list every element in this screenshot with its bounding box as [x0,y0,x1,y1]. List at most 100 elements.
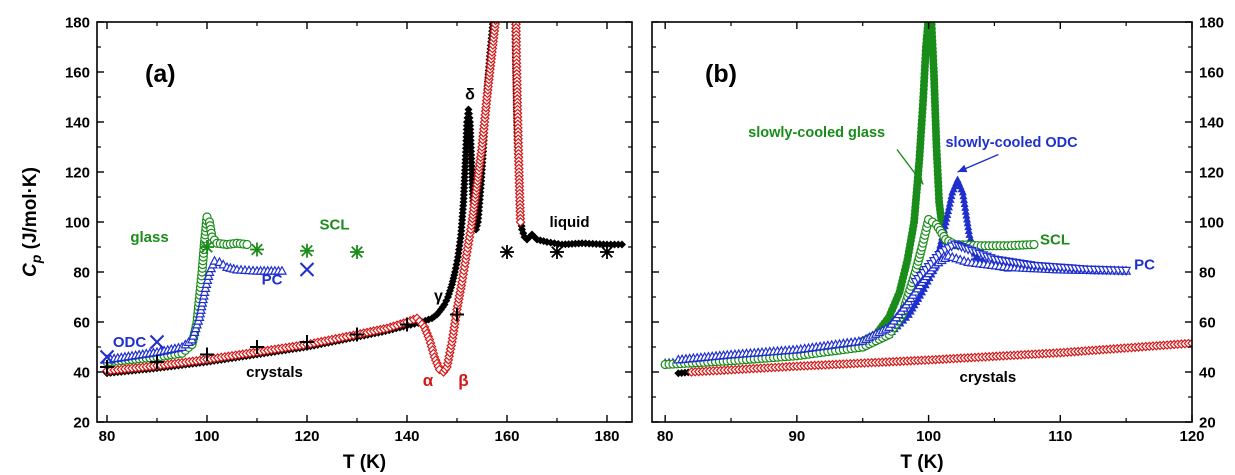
data-point [942,214,951,222]
annotation-label: crystals [959,369,1016,386]
annotation-label: SCL [320,217,350,234]
annotation-label: liquid [550,214,590,231]
data-point [276,265,288,275]
series-ref-crystal [100,307,464,374]
data-point [250,242,264,257]
y-tick-label-right: 180 [1199,15,1224,32]
y-tick-label-right: 160 [1199,65,1224,82]
data-point [941,218,950,226]
data-point [963,218,972,227]
x-tick-label: 110 [1048,428,1072,445]
data-point [350,245,364,259]
annotation-label: δ [465,87,475,104]
data-point [600,245,614,259]
annotation-label: γ [434,288,443,305]
data-point [1029,239,1039,250]
annotation-label: PC [262,272,283,289]
series-plastic-crystal-upper [910,240,1132,288]
plot-area [99,13,626,378]
annotation-label: glass [130,229,168,246]
y-tick-label-right: 140 [1199,115,1224,132]
y-tick-label-right: 80 [1199,265,1216,282]
x-axis: 80 100 120 140 160 180 [99,22,620,445]
annotation-label: crystals [246,364,303,381]
data-point [963,215,972,223]
data-point [960,199,969,207]
annotation-label: SCL [1040,232,1070,249]
x-axis-title: T (K) [900,452,943,473]
data-point [945,199,954,207]
panel-label: (b) [705,60,737,88]
y-axis: 20 40 60 80 100 120 140 160 180 [65,15,632,432]
data-point [936,240,945,248]
y-axis: 20 40 60 80 100 120 140 160 180 [652,15,1224,432]
data-point [550,245,564,259]
annotation-arrow [957,153,999,173]
data-point [300,335,314,349]
data-point [946,195,955,203]
series-ref-liquid [500,245,614,259]
series-crystal-cooling [686,338,1192,377]
data-point [943,210,952,218]
annotation-label: ODC [113,334,147,351]
data-point [618,240,626,249]
data-point [300,243,314,258]
annotation-label: slowly-cooled glass [748,125,885,141]
data-point [450,307,464,322]
data-point [959,191,968,200]
data-point [500,245,514,259]
data-point [350,327,364,342]
x-tick-label: 80 [99,428,116,445]
data-point [100,360,114,374]
data-point [515,217,526,227]
y-tick-label-right: 100 [1199,215,1224,232]
x-tick-label: 100 [916,428,941,445]
y-tick-label: 180 [65,15,90,32]
data-point [299,262,315,277]
data-point [99,349,115,365]
y-tick-label: 120 [65,165,90,182]
panel-0: 80 100 120 140 160 180 T (K) 20 40 60 80 100 120 140 1… [20,13,633,473]
y-tick-label: 40 [73,365,90,382]
data-point [961,203,970,211]
data-point [925,13,933,21]
x-tick-label: 120 [294,428,319,445]
y-tick-label: 100 [65,215,90,232]
data-point [962,211,971,219]
data-point [1187,338,1192,349]
data-point [927,13,935,21]
series-ref-plastic [99,262,315,365]
x-tick-label: 180 [594,428,619,445]
annotation-label: slowly-cooled ODC [945,135,1078,151]
series-crystal-heating [103,13,626,378]
y-tick-label: 20 [73,415,90,432]
series-plastic-crystal [673,250,1132,364]
data-point [492,13,500,21]
data-point [947,191,956,200]
data-point [490,13,498,21]
data-point [149,334,165,350]
annotation-arrow [896,149,924,185]
y-axis-title: Cp (J/mol·K) [20,167,44,277]
data-point [945,203,953,211]
x-tick-label: 140 [394,428,419,445]
y-tick-label-right: 120 [1199,165,1224,182]
y-tick-label-right: 20 [1199,415,1216,432]
annotation-label: α [423,371,434,390]
data-point [1121,266,1132,277]
y-tick-label: 60 [73,315,90,332]
x-tick-label: 80 [657,428,674,445]
annotation-label: β [458,371,468,390]
series-ref-glass [200,240,364,259]
y-tick-label-right: 60 [1199,315,1216,332]
x-tick-label: 160 [494,428,519,445]
data-point [512,13,520,21]
series-plastic-slow [661,175,1012,366]
data-point [960,195,969,204]
x-tick-label: 100 [194,428,219,445]
x-tick-label: 120 [1179,428,1204,445]
series-plastic-crystal [101,255,288,364]
plot-area [660,13,1192,378]
data-point [200,240,214,254]
data-point [400,317,414,332]
